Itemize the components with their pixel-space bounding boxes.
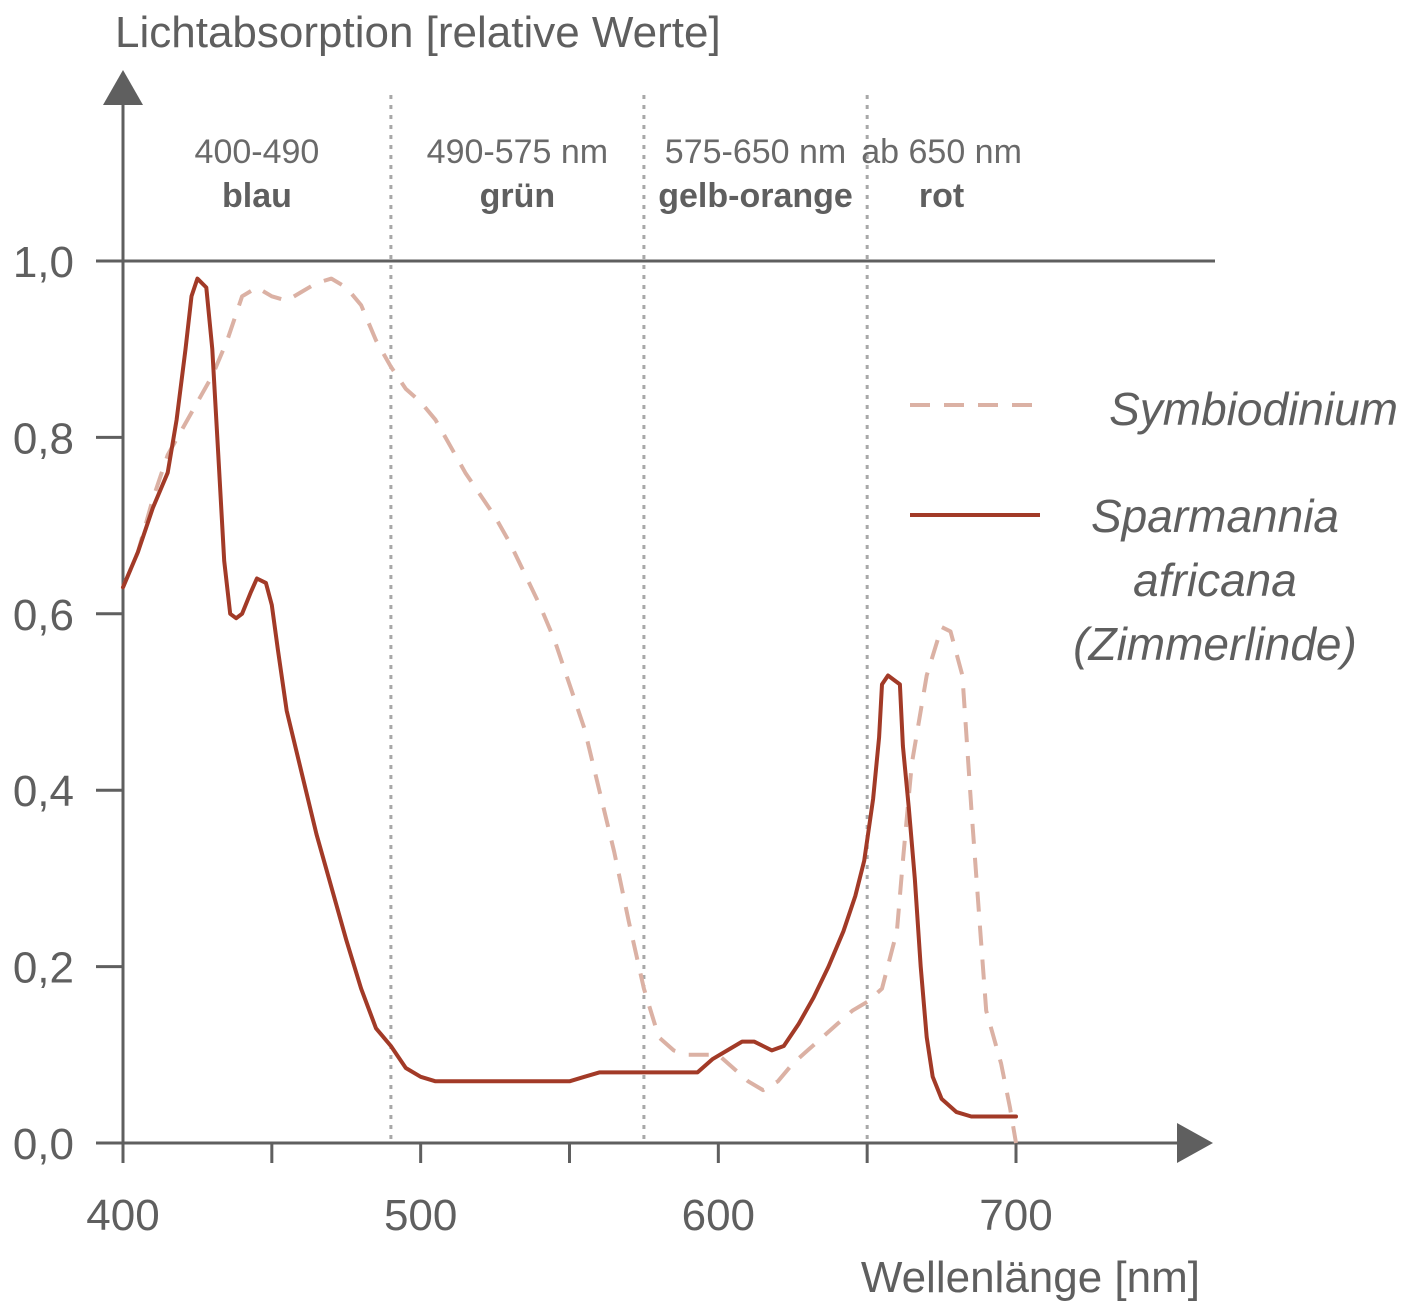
band-name-label: blau — [222, 177, 292, 215]
legend-label-sparmannia-line: Sparmannia — [1091, 490, 1339, 542]
legend: Symbiodinium Sparmannia africana (Zimmerlin… — [910, 383, 1398, 670]
x-axis-title: Wellenlänge [nm] — [861, 1253, 1200, 1302]
series-line-symbiodinium — [121, 276, 1018, 1144]
band-name-label: grün — [480, 177, 556, 215]
band-name-label: gelb-orange — [658, 177, 853, 215]
y-tick-label: 0,4 — [13, 767, 74, 816]
band-range-label: ab 650 nm — [861, 133, 1022, 171]
x-tick-label: 400 — [86, 1191, 159, 1240]
y-tick-label: 0,2 — [13, 944, 74, 993]
series-line-sparmannia — [121, 276, 1018, 1119]
legend-label-sparmannia-line: africana — [1133, 554, 1297, 606]
y-axis-arrowhead — [103, 70, 143, 105]
y-tick-label: 0,8 — [13, 414, 74, 463]
band-range-label: 575-650 nm — [665, 133, 846, 171]
band-range-label: 400-490 — [195, 133, 320, 171]
x-tick-label: 500 — [384, 1191, 457, 1240]
data-series — [121, 276, 1018, 1144]
y-tick-label: 0,0 — [13, 1120, 74, 1169]
x-tick-label: 700 — [979, 1191, 1052, 1240]
wavelength-bands: 400-490 blau 490-575 nm grün 575-650 nm gelb-… — [195, 95, 1022, 1143]
x-axis-arrowhead — [1177, 1123, 1213, 1163]
band-range-label: 490-575 nm — [427, 133, 608, 171]
legend-label-sparmannia-line: (Zimmerlinde) — [1073, 618, 1357, 670]
axes: Lichtabsorption [relative Werte] Wellenl… — [96, 8, 1215, 1302]
y-tick-label: 0,6 — [13, 591, 74, 640]
tick-marks: 400 500 600 700 0,0 0,2 0,4 0,6 0,8 1,0 — [13, 238, 1053, 1240]
legend-label-symbiodinium: Symbiodinium — [1109, 383, 1398, 435]
band-name-label: rot — [919, 177, 964, 215]
y-axis-title: Lichtabsorption [relative Werte] — [115, 8, 721, 57]
y-tick-label: 1,0 — [13, 238, 74, 287]
x-tick-label: 600 — [682, 1191, 755, 1240]
